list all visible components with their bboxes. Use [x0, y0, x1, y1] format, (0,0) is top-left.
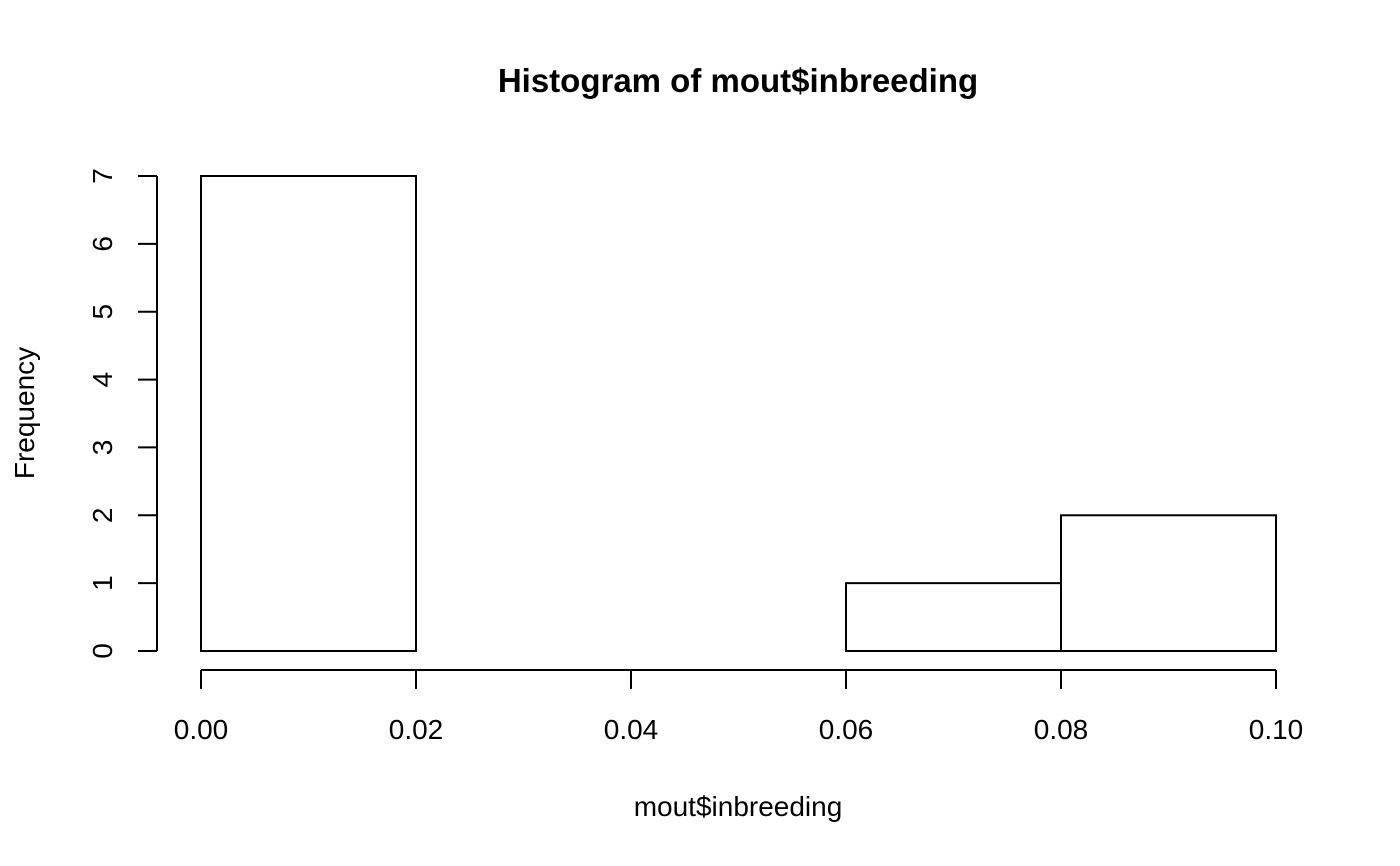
y-axis: 0 1 2 3 4 5 6 7: [87, 168, 158, 659]
y-tick-label-0: 0: [87, 643, 118, 659]
x-axis-label: mout$inbreeding: [634, 791, 843, 822]
x-tick-label-3: 0.06: [819, 714, 874, 745]
y-tick-label-7: 7: [87, 168, 118, 184]
y-axis-label: Frequency: [9, 347, 40, 479]
x-tick-label-5: 0.10: [1249, 714, 1304, 745]
y-tick-label-6: 6: [87, 236, 118, 252]
x-axis: 0.00 0.02 0.04 0.06 0.08 0.10: [174, 669, 1304, 745]
y-tick-label-1: 1: [87, 575, 118, 591]
x-tick-label-4: 0.08: [1034, 714, 1089, 745]
histogram-bar-4: [1060, 514, 1277, 652]
histogram-bar-3: [845, 582, 1062, 653]
chart-title: Histogram of mout$inbreeding: [498, 62, 978, 99]
x-tick-label-1: 0.02: [389, 714, 444, 745]
histogram-bar-0: [200, 175, 417, 652]
y-tick-label-5: 5: [87, 304, 118, 320]
y-tick-label-3: 3: [87, 440, 118, 456]
x-tick-label-2: 0.04: [604, 714, 659, 745]
x-tick-label-0: 0.00: [174, 714, 229, 745]
bars-group: [200, 175, 1277, 653]
y-tick-label-4: 4: [87, 372, 118, 388]
y-tick-label-2: 2: [87, 507, 118, 523]
